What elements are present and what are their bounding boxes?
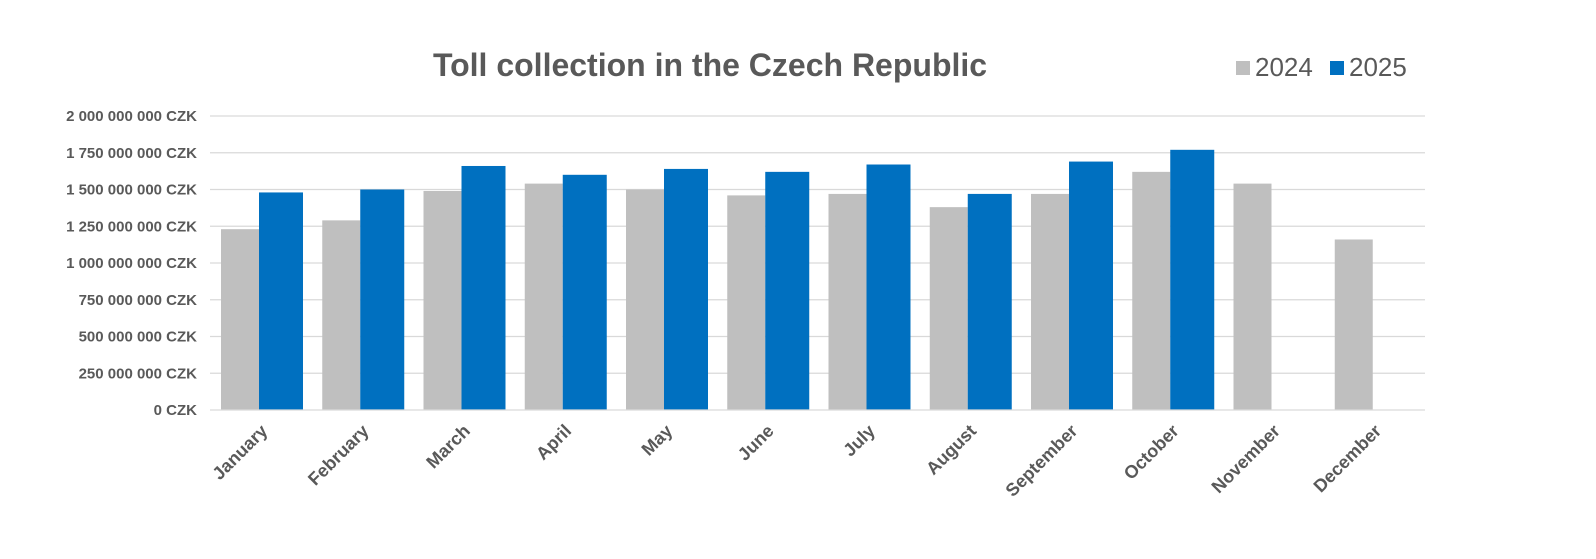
y-tick-label: 2 000 000 000 CZK — [66, 108, 197, 125]
y-tick-label: 1 000 000 000 CZK — [66, 255, 197, 272]
x-tick-label: June — [734, 421, 778, 465]
x-tick-label: April — [532, 421, 575, 464]
x-axis-tick-labels: January February March April May June July Augu… — [208, 421, 1385, 501]
bars — [221, 149, 1373, 410]
x-tick-label: November — [1208, 421, 1284, 497]
bar-2025-january — [259, 192, 303, 410]
x-tick-label: January — [208, 421, 271, 484]
legend-label-2024: 2024 — [1255, 52, 1313, 82]
x-tick-label: August — [922, 421, 980, 479]
bar-2024-december — [1334, 239, 1373, 410]
bar-2025-may — [664, 168, 708, 410]
bar-2025-february — [360, 189, 405, 410]
y-tick-label: 500 000 000 CZK — [79, 329, 198, 346]
legend-swatch-2025 — [1330, 61, 1344, 75]
bar-2024-january — [221, 229, 259, 410]
bar-2024-july — [828, 193, 867, 410]
x-tick-label: May — [638, 421, 677, 460]
bar-2025-september — [1069, 161, 1113, 410]
bar-2025-october — [1170, 149, 1215, 410]
bar-2025-march — [461, 165, 506, 410]
bar-2024-april — [524, 183, 563, 410]
bar-2024-august — [929, 207, 968, 410]
y-axis-tick-labels: 0 CZK 250 000 000 CZK 500 000 000 CZK 750 0… — [66, 108, 197, 419]
legend-label-2025: 2025 — [1349, 52, 1407, 82]
legend-swatch-2024 — [1236, 61, 1250, 75]
x-tick-label: March — [422, 421, 474, 473]
chart-title: Toll collection in the Czech Republic — [433, 47, 987, 83]
y-tick-label: 1 500 000 000 CZK — [66, 182, 197, 199]
y-tick-label: 250 000 000 CZK — [79, 365, 198, 382]
x-tick-label: July — [839, 421, 879, 461]
bar-2024-september — [1031, 193, 1069, 410]
bar-2024-june — [727, 195, 766, 410]
x-tick-label: September — [1002, 421, 1082, 501]
bar-2024-may — [626, 189, 664, 410]
y-tick-label: 0 CZK — [154, 402, 198, 419]
y-tick-label: 1 250 000 000 CZK — [66, 218, 197, 235]
legend: 2024 2025 — [1236, 52, 1407, 82]
bar-2025-april — [562, 174, 607, 410]
x-tick-label: December — [1310, 421, 1386, 497]
bar-2024-february — [322, 220, 361, 410]
bar-2025-june — [765, 171, 810, 410]
bar-2024-march — [423, 190, 462, 410]
y-tick-label: 1 750 000 000 CZK — [66, 145, 197, 162]
bar-2024-october — [1132, 171, 1171, 410]
y-tick-label: 750 000 000 CZK — [79, 292, 198, 309]
x-tick-label: February — [304, 421, 373, 490]
bar-2024-november — [1233, 183, 1272, 410]
x-tick-label: October — [1120, 421, 1183, 484]
bar-2025-july — [866, 164, 911, 410]
gridlines — [210, 115, 1425, 374]
bar-2025-august — [967, 193, 1012, 410]
